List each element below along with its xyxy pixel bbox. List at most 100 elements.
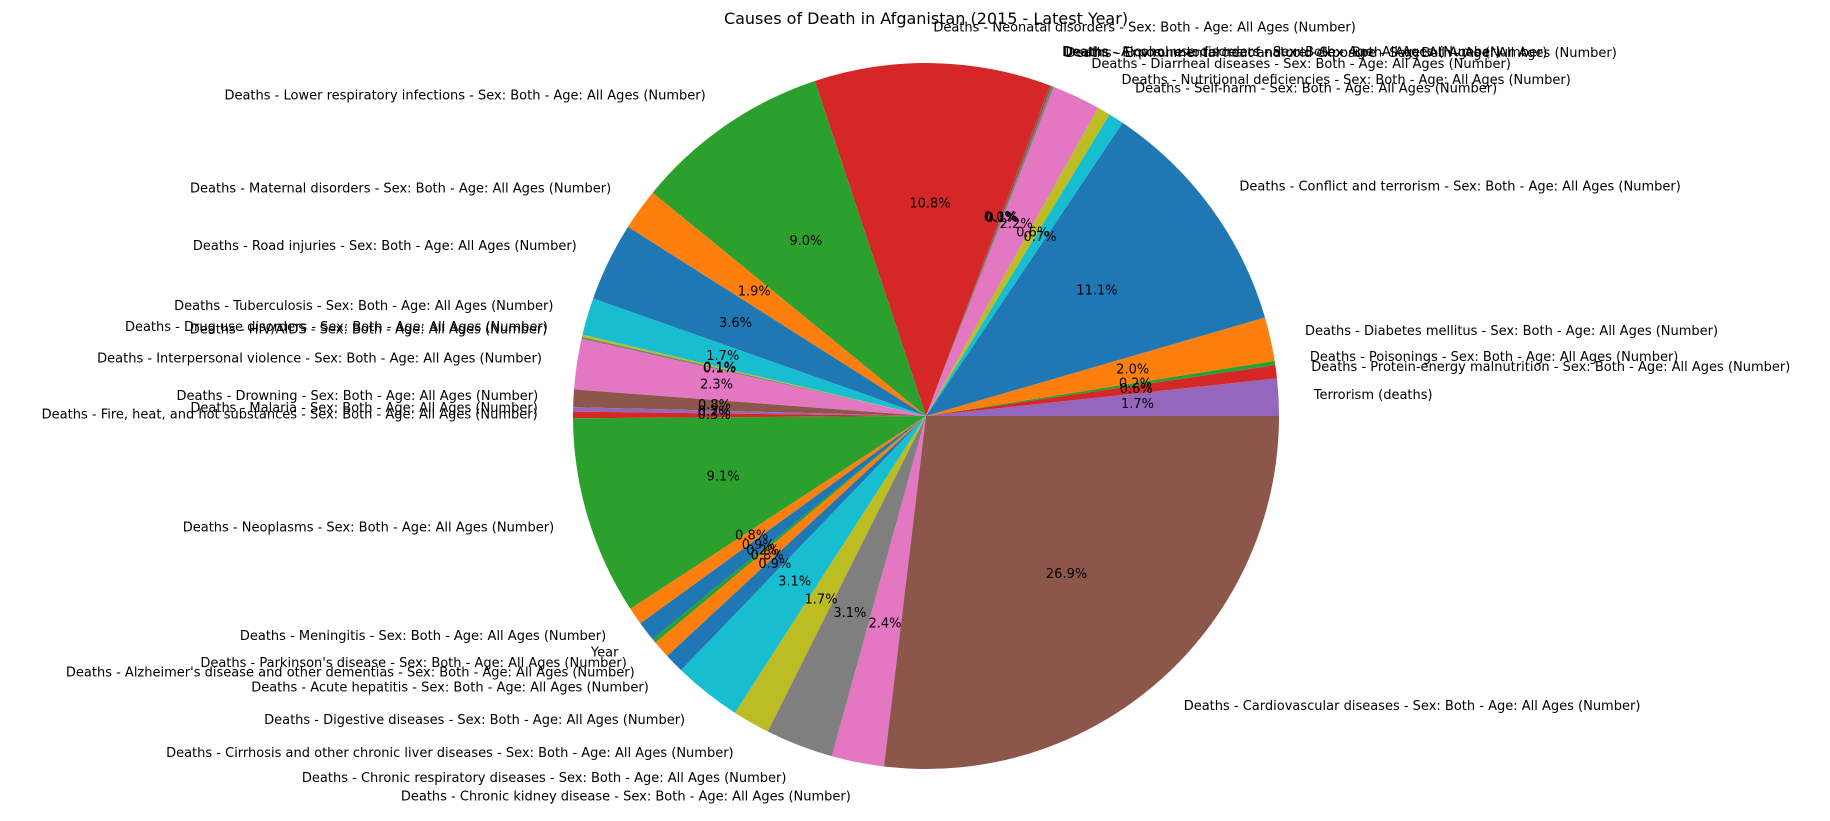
pie-slice-deaths-diabetes-mellitus-sex-both-age-all-ages-number (926, 317, 1275, 416)
slice-label: Deaths - Malaria - Sex: Both - Age: All … (190, 401, 537, 416)
percent-label: 0.0% (984, 210, 1017, 225)
percent-label: 3.6% (719, 316, 752, 331)
percent-label: 1.7% (706, 349, 739, 364)
slice-labels: Terrorism (deaths) Deaths - Protein-energ… (42, 20, 1791, 804)
percent-label: 2.4% (868, 616, 901, 631)
slice-label: Deaths - Conflict and terrorism - Sex: B… (1239, 179, 1680, 194)
percent-label: 0.6% (1016, 226, 1049, 241)
pie-slice-deaths-fire-heat-and-hot-substances-sex-both-age-all-ages-nu (573, 411, 926, 419)
percent-label: 0.9% (758, 557, 791, 572)
percent-label: 1.7% (805, 592, 838, 607)
slice-label: Terrorism (deaths) (1313, 388, 1433, 403)
percent-label: 0.1% (703, 360, 736, 375)
percent-label: 0.1% (986, 211, 1019, 226)
percent-label: 3.1% (833, 606, 866, 621)
pie-slice-deaths-malaria-sex-both-age-all-ages-number (573, 407, 926, 416)
slice-label: Deaths - Maternal disorders - Sex: Both … (190, 181, 611, 196)
percent-label: 0.1% (984, 210, 1017, 225)
slice-label: Deaths - Cirrhosis and other chronic liv… (166, 746, 734, 761)
pie-slice-deaths-protein-energy-malnutrition-sex-both-age-all-ages-num (926, 365, 1277, 416)
pie-slice-deaths-exposure-to-forces-of-nature-sex-both-age-all-ages-nu (926, 85, 1052, 416)
slice-label: Deaths - Diabetes mellitus - Sex: Both -… (1305, 324, 1718, 339)
slice-label: Deaths - Road injuries - Sex: Both - Age… (193, 239, 577, 254)
slice-label: Deaths - Interpersonal violence - Sex: B… (97, 351, 542, 366)
slice-label: Deaths - Lower respiratory infections - … (224, 89, 705, 104)
percent-label: 0.1% (703, 362, 736, 377)
pie-slice-deaths-drug-use-disorders-sex-both-age-all-ages-number (581, 334, 926, 416)
pie-slice-deaths-conflict-and-terrorism-sex-both-age-all-ages-number (926, 122, 1265, 416)
pie-slice-deaths-drowning-sex-both-age-all-ages-number (573, 389, 926, 416)
percent-label: 0.2% (698, 405, 731, 420)
pie-slice-deaths-parkinson-s-disease-sex-both-age-all-ages-number (652, 416, 926, 643)
pie-slice-deaths-cardiovascular-diseases-sex-both-age-all-ages-number (883, 416, 1279, 769)
pie-slice-deaths-alzheimer-s-disease-and-other-dementias-sex-both-age- (655, 416, 926, 657)
slice-label: Deaths - Parkinson's disease - Sex: Both… (200, 656, 626, 671)
percent-label: 1.7% (1121, 397, 1154, 412)
slice-label: Deaths - Alzheimer's disease and other d… (66, 665, 635, 680)
percent-label: 0.2% (746, 544, 779, 559)
pie-slice-deaths-environmental-heat-and-cold-exposure-sex-both-age-all (926, 86, 1054, 416)
slice-label: Deaths - Cardiovascular diseases - Sex: … (1184, 699, 1641, 714)
percent-label: 2.3% (700, 377, 733, 392)
slice-label: Deaths - Meningitis - Sex: Both - Age: A… (240, 629, 606, 644)
slice-label: Year (590, 646, 619, 661)
percent-label: 0.6% (1120, 382, 1153, 397)
pie-slice-deaths-neoplasms-sex-both-age-all-ages-number (573, 416, 926, 609)
pie-slice-deaths-chronic-respiratory-diseases-sex-both-age-all-ages-nu (767, 416, 926, 757)
percent-label: 0.3% (698, 408, 731, 423)
pie-slice-deaths-hiv-aids-sex-both-age-all-ages-number (581, 336, 926, 416)
percent-labels: 1.7%0.6%0.2%2.0%11.1%0.7%0.6%2.2%0.1%0.1… (698, 197, 1154, 632)
pie-slice-deaths-lower-respiratory-infections-sex-both-age-all-ages-nu (652, 80, 926, 417)
slice-label: Deaths - Acute hepatitis - Sex: Both - A… (251, 680, 649, 695)
slice-label: Deaths - Exposure to forces of nature - … (1063, 45, 1547, 60)
slice-label: Deaths - Alcohol use disorders - Sex: Bo… (1062, 45, 1500, 60)
pie-slice-deaths-road-injuries-sex-both-age-all-ages-number (593, 226, 926, 416)
percent-label: 0.7% (1024, 230, 1057, 245)
percent-label: 2.0% (1116, 362, 1149, 377)
slice-label: Deaths - Poisonings - Sex: Both - Age: A… (1310, 350, 1679, 365)
pie-slice-deaths-chronic-kidney-disease-sex-both-age-all-ages-number (831, 416, 926, 767)
pie-slice-year (640, 416, 926, 640)
percent-label: 9.1% (707, 470, 740, 485)
percent-label: 10.8% (909, 197, 950, 212)
percent-label: 11.1% (1076, 283, 1117, 298)
percent-label: 0.8% (751, 549, 784, 564)
pie-slices (573, 62, 1279, 769)
percent-label: 0.8% (698, 398, 731, 413)
slice-label: Deaths - Self-harm - Sex: Both - Age: Al… (1135, 81, 1497, 96)
slice-label: Deaths - Drug use disorders - Sex: Both … (125, 320, 548, 335)
pie-slice-deaths-poisonings-sex-both-age-all-ages-number (926, 360, 1276, 416)
slice-label: Deaths - Protein-energy malnutrition - S… (1311, 360, 1790, 375)
pie-slice-deaths-maternal-disorders-sex-both-age-all-ages-number (627, 192, 926, 416)
slice-label: Deaths - Environmental heat and cold exp… (1066, 46, 1617, 61)
slice-label: Deaths - Fire, heat, and hot substances … (42, 407, 538, 422)
percent-label: 26.9% (1046, 567, 1087, 582)
slice-label: Deaths - Chronic respiratory diseases - … (302, 771, 787, 786)
percent-label: 0.9% (742, 538, 775, 553)
slice-label: Deaths - Neoplasms - Sex: Both - Age: Al… (183, 520, 554, 535)
percent-label: 0.2% (1119, 377, 1152, 392)
pie-slice-deaths-nutritional-deficiencies-sex-both-age-all-ages-number (926, 107, 1110, 417)
pie-slice-deaths-diarrheal-diseases-sex-both-age-all-ages-number (926, 86, 1098, 417)
slice-label: Deaths - Chronic kidney disease - Sex: B… (401, 789, 851, 804)
pie-slice-deaths-neonatal-disorders-sex-both-age-all-ages-number (814, 62, 1050, 417)
pie-slice-deaths-acute-hepatitis-sex-both-age-all-ages-number (667, 416, 926, 671)
percent-label: 2.2% (1000, 217, 1033, 232)
slice-label: Deaths - HIV/AIDS - Sex: Both - Age: All… (190, 323, 548, 338)
percent-label: 3.1% (778, 575, 811, 590)
pie-slice-terrorism-deaths (926, 378, 1279, 416)
slice-label: Deaths - Nutritional deficiencies - Sex:… (1122, 73, 1571, 88)
slice-label: Deaths - Digestive diseases - Sex: Both … (264, 713, 685, 728)
pie-slice-deaths-tuberculosis-sex-both-age-all-ages-number (582, 298, 926, 416)
pie-slice-deaths-digestive-diseases-sex-both-age-all-ages-number (681, 416, 926, 713)
percent-label: 1.9% (738, 285, 771, 300)
pie-slice-deaths-self-harm-sex-both-age-all-ages-number (926, 114, 1123, 416)
slice-label: Deaths - Drowning - Sex: Both - Age: All… (176, 389, 538, 404)
slice-label: Deaths - Neonatal disorders - Sex: Both … (933, 20, 1355, 35)
pie-slice-deaths-meningitis-sex-both-age-all-ages-number (630, 416, 926, 624)
slice-label: Deaths - Diarrheal diseases - Sex: Both … (1091, 57, 1511, 72)
percent-label: 9.0% (789, 234, 822, 249)
pie-slice-deaths-interpersonal-violence-sex-both-age-all-ages-number (574, 338, 926, 416)
slice-label: Deaths - Tuberculosis - Sex: Both - Age:… (174, 299, 553, 314)
